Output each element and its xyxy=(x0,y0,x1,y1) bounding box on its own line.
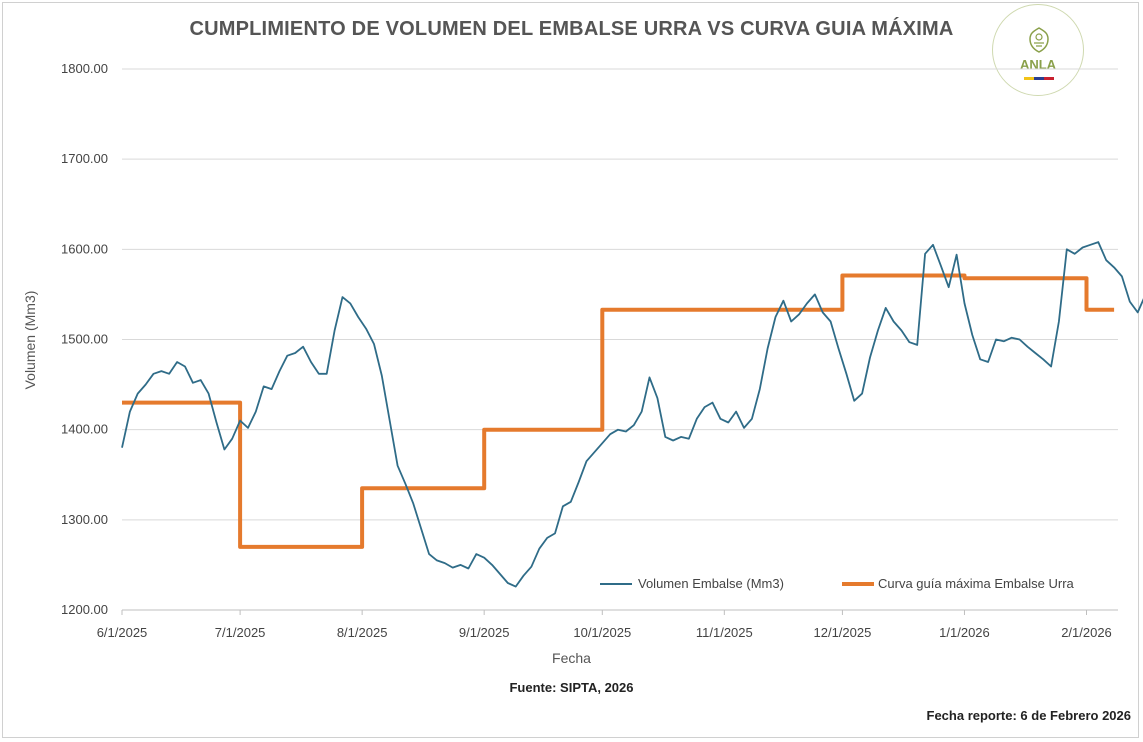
x-tick-label: 7/1/2025 xyxy=(215,625,266,640)
report-date: Fecha reporte: 6 de Febrero 2026 xyxy=(926,708,1131,723)
flag-red xyxy=(1044,77,1054,80)
x-tick-label: 9/1/2025 xyxy=(459,625,510,640)
y-tick-label: 1800.00 xyxy=(61,61,108,76)
x-tick-label: 8/1/2025 xyxy=(337,625,388,640)
y-tick-label: 1300.00 xyxy=(61,512,108,527)
legend-label-curva: Curva guía máxima Embalse Urra xyxy=(878,576,1075,591)
series-line-volumen-embalse xyxy=(121,241,1143,588)
logo-flag xyxy=(1024,77,1054,80)
seal-icon xyxy=(1029,27,1049,53)
flag-blue xyxy=(1034,77,1044,80)
series-line-curva-guia xyxy=(122,273,1115,549)
x-tick-label: 2/1/2026 xyxy=(1061,625,1112,640)
chart-title: CUMPLIMIENTO DE VOLUMEN DEL EMBALSE URRA… xyxy=(189,18,954,40)
x-tick-label: 11/1/2025 xyxy=(696,625,753,640)
source-note: Fuente: SIPTA, 2026 xyxy=(509,680,634,695)
x-tick-label: 12/1/2025 xyxy=(814,625,872,640)
flag-yellow xyxy=(1024,77,1034,80)
y-tick-label: 1700.00 xyxy=(61,151,108,166)
y-tick-label: 1400.00 xyxy=(61,422,108,437)
y-tick-label: 1200.00 xyxy=(61,602,108,617)
logo-text: ANLA xyxy=(1019,57,1057,72)
x-tick-label: 6/1/2025 xyxy=(97,625,148,640)
y-tick-label: 1600.00 xyxy=(61,241,108,256)
legend-label-volumen: Volumen Embalse (Mm3) xyxy=(638,576,784,591)
anla-logo: ANLA xyxy=(992,4,1084,96)
y-tick-label: 1500.00 xyxy=(61,332,108,347)
x-tick-label: 1/1/2026 xyxy=(939,625,990,640)
x-axis-label: Fecha xyxy=(552,650,591,666)
y-axis-label: Volumen (Mm3) xyxy=(22,290,38,390)
x-tick-label: 10/1/2025 xyxy=(573,625,631,640)
